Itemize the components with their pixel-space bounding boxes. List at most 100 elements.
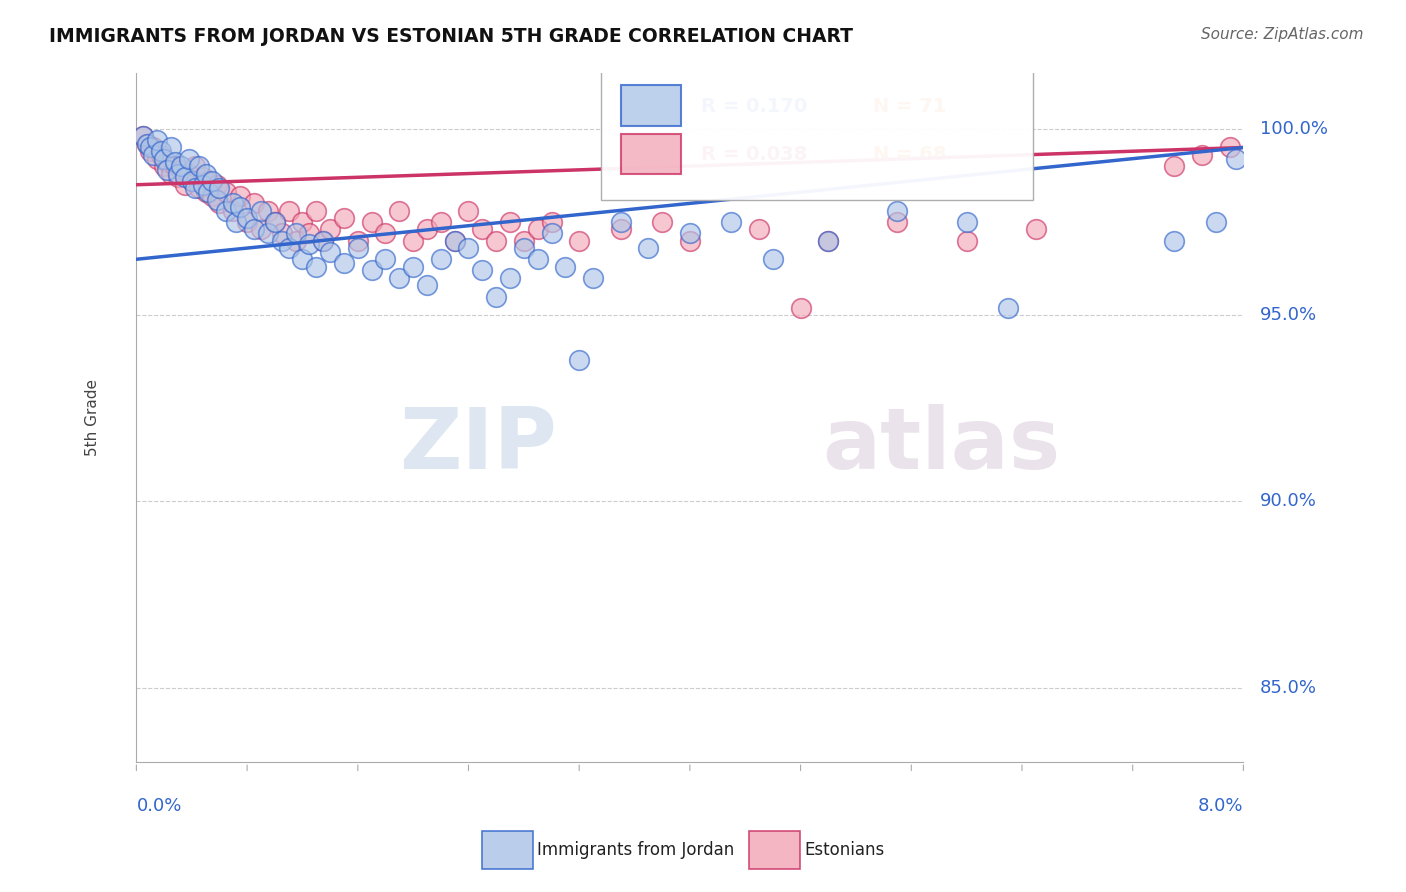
Point	[416, 278, 439, 293]
Point	[568, 234, 591, 248]
Point	[1225, 152, 1247, 166]
Point	[146, 152, 169, 166]
Point	[291, 215, 314, 229]
Text: atlas: atlas	[823, 404, 1062, 487]
Point	[256, 203, 278, 218]
Point	[160, 167, 183, 181]
Point	[142, 148, 165, 162]
Point	[886, 215, 908, 229]
Point	[270, 226, 292, 240]
Point	[956, 215, 979, 229]
Point	[526, 222, 548, 236]
Point	[177, 152, 200, 166]
Point	[817, 234, 839, 248]
Point	[139, 145, 162, 159]
Point	[540, 215, 562, 229]
Text: Estonians: Estonians	[804, 841, 884, 859]
Point	[457, 241, 479, 255]
Point	[513, 234, 536, 248]
Point	[748, 222, 770, 236]
Point	[183, 181, 205, 195]
Point	[243, 196, 266, 211]
Point	[762, 252, 785, 267]
Point	[169, 159, 191, 173]
Point	[150, 145, 173, 159]
Point	[499, 271, 522, 285]
Point	[197, 185, 219, 199]
Point	[540, 226, 562, 240]
Point	[1025, 222, 1047, 236]
Point	[305, 260, 328, 274]
Point	[153, 159, 176, 173]
Point	[191, 170, 214, 185]
Point	[201, 174, 224, 188]
Point	[651, 215, 673, 229]
Point	[1163, 159, 1185, 173]
Point	[165, 159, 187, 173]
Point	[146, 133, 169, 147]
Point	[173, 170, 195, 185]
FancyBboxPatch shape	[621, 134, 681, 174]
Point	[319, 244, 342, 259]
Text: Source: ZipAtlas.com: Source: ZipAtlas.com	[1201, 27, 1364, 42]
Point	[187, 159, 209, 173]
Point	[471, 263, 494, 277]
Point	[388, 271, 411, 285]
Point	[360, 263, 382, 277]
Point	[132, 129, 155, 144]
Text: 90.0%: 90.0%	[1260, 492, 1317, 510]
Point	[430, 252, 453, 267]
Point	[346, 234, 368, 248]
Point	[485, 234, 508, 248]
Point	[136, 136, 159, 151]
Point	[225, 215, 247, 229]
Point	[568, 352, 591, 367]
Point	[416, 222, 439, 236]
Point	[169, 162, 191, 177]
Point	[284, 234, 307, 248]
Point	[333, 211, 356, 226]
Point	[215, 203, 238, 218]
Point	[243, 222, 266, 236]
Point	[197, 174, 219, 188]
Point	[250, 222, 273, 236]
Point	[150, 148, 173, 162]
Point	[582, 271, 605, 285]
Point	[457, 203, 479, 218]
Point	[205, 193, 228, 207]
Text: 95.0%: 95.0%	[1260, 306, 1317, 324]
Point	[374, 226, 396, 240]
Point	[720, 215, 742, 229]
Point	[298, 237, 321, 252]
Point	[402, 234, 425, 248]
Point	[471, 222, 494, 236]
Point	[374, 252, 396, 267]
Point	[263, 215, 285, 229]
Point	[499, 215, 522, 229]
Point	[319, 222, 342, 236]
Point	[284, 226, 307, 240]
Point	[194, 167, 217, 181]
Text: 100.0%: 100.0%	[1260, 120, 1329, 138]
FancyBboxPatch shape	[602, 70, 1033, 201]
Point	[609, 222, 631, 236]
Text: 5th Grade: 5th Grade	[84, 379, 100, 456]
Point	[291, 252, 314, 267]
Point	[312, 234, 335, 248]
Point	[789, 301, 811, 315]
Point	[222, 203, 245, 218]
Point	[956, 234, 979, 248]
Point	[153, 152, 176, 166]
Point	[312, 234, 335, 248]
Point	[270, 234, 292, 248]
Point	[1219, 140, 1241, 154]
Point	[191, 178, 214, 192]
Point	[205, 178, 228, 192]
Text: 85.0%: 85.0%	[1260, 679, 1317, 697]
Text: IMMIGRANTS FROM JORDAN VS ESTONIAN 5TH GRADE CORRELATION CHART: IMMIGRANTS FROM JORDAN VS ESTONIAN 5TH G…	[49, 27, 853, 45]
Point	[443, 234, 465, 248]
Point	[173, 178, 195, 192]
Point	[333, 256, 356, 270]
Point	[298, 226, 321, 240]
Point	[430, 215, 453, 229]
